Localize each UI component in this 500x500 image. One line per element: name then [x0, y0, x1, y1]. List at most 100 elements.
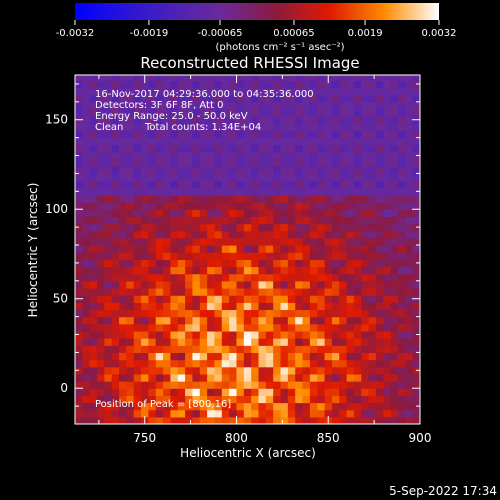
heatmap-cell [82, 130, 91, 139]
heatmap-cell [82, 416, 91, 424]
heatmap-cell [82, 352, 91, 361]
heatmap-cell [273, 352, 282, 361]
heatmap-cell [104, 280, 113, 289]
heatmap-cell [390, 388, 399, 396]
heatmap-cell [163, 416, 172, 424]
heatmap-cell [214, 316, 223, 325]
heatmap-cell [405, 381, 414, 389]
heatmap-cell [214, 416, 223, 424]
heatmap-cell [133, 402, 142, 411]
heatmap-cell [346, 316, 355, 325]
heatmap-cell [353, 409, 362, 418]
heatmap-cell [155, 395, 164, 404]
heatmap-cell [324, 137, 333, 146]
heatmap-cell [368, 144, 377, 153]
heatmap-cell [405, 416, 414, 424]
heatmap-cell [141, 323, 150, 332]
heatmap-cell [397, 395, 406, 404]
heatmap-cell [133, 123, 142, 132]
heatmap-cell [251, 194, 260, 203]
heatmap-cell [192, 373, 201, 382]
heatmap-cell [397, 137, 406, 146]
heatmap-cell [412, 323, 420, 332]
heatmap-cell [368, 302, 377, 311]
heatmap-cell [221, 287, 230, 296]
heatmap-cell [199, 123, 208, 132]
heatmap-cell [412, 87, 420, 96]
heatmap-cell [199, 130, 208, 139]
heatmap-cell [353, 245, 362, 253]
heatmap-cell [243, 101, 252, 110]
heatmap-cell [287, 137, 296, 146]
heatmap-cell [82, 209, 91, 217]
heatmap-cell [163, 87, 172, 96]
heatmap-cell [148, 266, 157, 275]
heatmap-cell [302, 338, 311, 346]
heatmap-cell [221, 123, 230, 132]
heatmap-cell [258, 316, 267, 325]
heatmap-cell [295, 273, 304, 282]
heatmap-cell [295, 144, 304, 153]
heatmap-cell [185, 101, 194, 110]
heatmap-cell [251, 381, 260, 389]
heatmap-cell [75, 180, 83, 189]
heatmap-cell [141, 373, 150, 382]
heatmap-cell [265, 151, 274, 160]
heatmap-cell [214, 345, 223, 354]
heatmap-cell [331, 323, 340, 332]
heatmap-cell [273, 316, 282, 325]
heatmap-cell [126, 416, 135, 424]
heatmap-cell [317, 252, 326, 260]
heatmap-cell [192, 151, 201, 160]
heatmap-cell [317, 223, 326, 232]
heatmap-cell [177, 252, 186, 260]
heatmap-cell [170, 75, 179, 81]
colorbar-tick-label: 0.00065 [273, 28, 314, 39]
heatmap-cell [133, 395, 142, 404]
heatmap-cell [141, 116, 150, 124]
heatmap-cell [97, 345, 105, 354]
heatmap-cell [163, 395, 172, 404]
heatmap-cell [375, 144, 384, 153]
heatmap-cell [258, 359, 267, 368]
heatmap-cell [192, 416, 201, 424]
heatmap-cell [390, 216, 399, 225]
heatmap-cell [104, 237, 113, 246]
heatmap-cell [126, 101, 135, 110]
heatmap-cell [375, 395, 384, 404]
heatmap-cell [280, 123, 289, 132]
heatmap-cell [265, 216, 274, 225]
heatmap-cell [258, 144, 267, 153]
heatmap-cell [412, 381, 420, 389]
heatmap-cell [97, 381, 105, 389]
heatmap-cell [192, 345, 201, 354]
heatmap-cell [353, 194, 362, 203]
heatmap-cell [170, 159, 179, 167]
heatmap-cell [104, 252, 113, 260]
heatmap-cell [397, 366, 406, 375]
heatmap-cell [148, 237, 157, 246]
heatmap-cell [258, 381, 267, 389]
heatmap-cell [383, 75, 392, 81]
heatmap-cell [265, 130, 274, 139]
heatmap-cell [155, 223, 164, 232]
heatmap-cell [97, 359, 105, 368]
heatmap-cell [119, 338, 127, 346]
heatmap-cell [163, 75, 172, 81]
heatmap-cell [287, 159, 296, 167]
heatmap-cell [126, 252, 135, 260]
heatmap-cell [383, 94, 392, 103]
heatmap-cell [251, 237, 260, 246]
heatmap-cell [97, 366, 105, 375]
heatmap-cell [324, 373, 333, 382]
heatmap-cell [236, 287, 245, 296]
heatmap-cell [390, 338, 399, 346]
heatmap-cell [214, 245, 223, 253]
heatmap-cell [302, 345, 311, 354]
heatmap-cell [405, 159, 414, 167]
heatmap-cell [163, 252, 172, 260]
heatmap-cell [243, 309, 252, 318]
heatmap-cell [229, 223, 238, 232]
heatmap-cell [141, 223, 150, 232]
heatmap-cell [155, 266, 164, 275]
